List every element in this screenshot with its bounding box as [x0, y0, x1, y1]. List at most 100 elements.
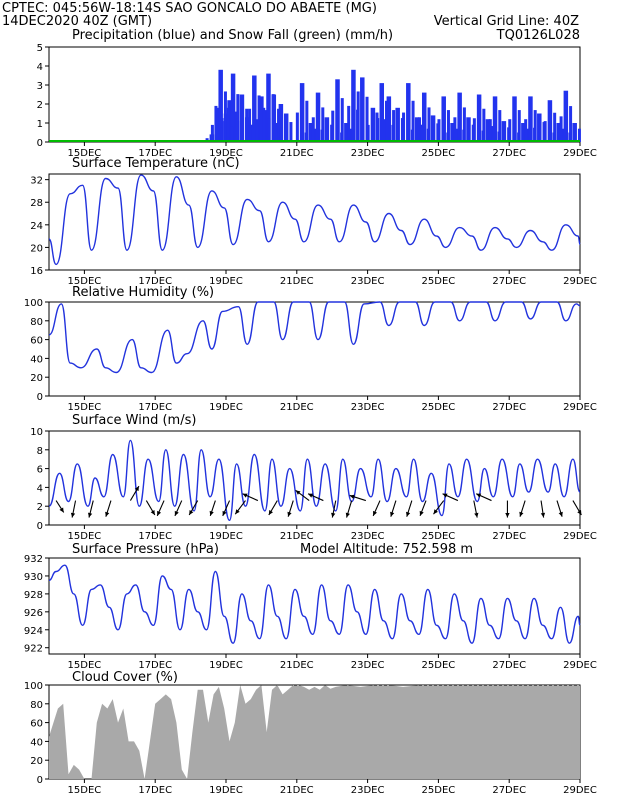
wind-arrow-head [540, 512, 546, 518]
cloud-y-tick-label: 40 [30, 737, 43, 748]
wind-y-tick-label: 8 [37, 446, 43, 457]
wind-arrow-head [189, 510, 194, 516]
wind-arrow-head [433, 509, 438, 515]
wind-arrow-head [390, 511, 395, 517]
pres-y-tick-label: 930 [24, 572, 43, 583]
cloud-x-tick-label: 17DEC [138, 785, 172, 796]
precip-bar [512, 96, 517, 142]
precip-bar [537, 113, 542, 142]
precip-bar [446, 110, 450, 142]
precip-bar [366, 124, 370, 142]
precip-bar [219, 127, 223, 142]
precip-bar [457, 92, 462, 142]
pres-y-tick-label: 928 [24, 590, 43, 601]
pres-x-tick-label: 27DEC [492, 660, 526, 671]
wind-title: Surface Wind (m/s) [72, 413, 196, 428]
precip-bar [498, 110, 502, 142]
wind-arrow-head [235, 509, 240, 515]
wind-arrow-head [345, 512, 350, 518]
precip-bar [421, 92, 427, 142]
rh-y-tick-label: 0 [37, 392, 43, 403]
precip-bar [340, 132, 344, 142]
rh-title: Relative Humidity (%) [72, 285, 214, 300]
wind-arrow-head [174, 510, 179, 516]
precip-bar [289, 122, 293, 142]
precip-bar [252, 75, 257, 142]
temp-y-tick-label: 20 [30, 243, 43, 254]
precip-y-tick-label: 3 [37, 81, 43, 92]
precip-bar [462, 107, 466, 142]
precip-bar [568, 132, 572, 142]
precip-bar [257, 95, 261, 142]
precip-bar [402, 112, 406, 142]
cloud-title: Cloud Cover (%) [72, 670, 178, 685]
precip-bar [462, 129, 466, 142]
wind-arrow-head [209, 510, 214, 516]
chart-marks: 15DEC 17DEC 19DEC 21DEC 23DEC 25DEC 27DEC 29DEC… [24, 43, 597, 796]
wind-arrow-head [87, 512, 93, 518]
rh-y-tick-label: 60 [30, 336, 43, 347]
wind-arrow-head [505, 513, 510, 518]
cloud-x-tick-label: 25DEC [422, 785, 456, 796]
cloud-y-tick-label: 0 [37, 775, 43, 786]
precip-bar [430, 115, 436, 142]
wind-arrow-head [287, 511, 292, 517]
precip-bar [314, 128, 318, 142]
precip-bar [304, 132, 308, 142]
precip-bar [239, 94, 245, 142]
pres-title: Surface Pressure (hPa) [72, 542, 219, 557]
cloud-x-tick-label: 21DEC [280, 785, 314, 796]
precip-bar [491, 126, 495, 142]
precip-bar [321, 107, 325, 142]
rh-x-tick-label: 27DEC [492, 402, 526, 413]
precip-bar [517, 132, 521, 142]
rh-x-tick-label: 29DEC [563, 402, 597, 413]
precip-bar [331, 110, 335, 142]
precip-bar [379, 83, 385, 142]
cloud-y-tick-label: 60 [30, 719, 43, 730]
pres-y-tick-label: 924 [24, 626, 43, 637]
wind-y-tick-label: 6 [37, 465, 43, 476]
precip-bar [533, 127, 537, 142]
precip-bar [356, 109, 360, 142]
precip-bar [370, 107, 376, 142]
wind-arrow-head [222, 510, 227, 516]
precip-bar [453, 117, 457, 142]
precip-bar [427, 107, 431, 142]
wind-y-tick-label: 0 [37, 521, 43, 532]
temp-y-tick-label: 32 [30, 176, 43, 187]
precip-bar [386, 96, 392, 142]
precip-title: Precipitation (blue) and Snow Fall (gree… [72, 28, 393, 43]
precip-x-tick-label: 21DEC [280, 148, 314, 159]
pres-y-tick-label: 926 [24, 608, 43, 619]
wind-arrow-head [70, 512, 76, 518]
precip-bar [267, 118, 271, 142]
temp-x-tick-label: 23DEC [351, 276, 385, 287]
wind-arrow-head [150, 510, 155, 516]
precip-bar [562, 128, 566, 142]
precip-bar [271, 94, 277, 142]
pres-x-tick-label: 15DEC [68, 660, 102, 671]
precip-bar [553, 112, 557, 142]
precip-bar [508, 119, 512, 142]
model-altitude: Model Altitude: 752.598 m [300, 542, 473, 557]
temp-y-tick-label: 16 [30, 266, 43, 277]
precip-bar [533, 110, 537, 142]
wind-arrow-head [476, 493, 482, 498]
precip-bar [299, 83, 305, 142]
wind-arrow-head [519, 511, 524, 517]
precip-bar [277, 108, 281, 142]
precip-bar [521, 123, 526, 142]
precip-bar [264, 110, 268, 142]
wind-arrow-head [331, 512, 336, 518]
precip-bar [501, 121, 507, 142]
precip-bar [340, 98, 344, 142]
cloud-y-tick-label: 80 [30, 700, 43, 711]
precip-bar [382, 119, 386, 142]
wind-arrow-head [349, 494, 355, 499]
rh-x-tick-label: 15DEC [68, 402, 102, 413]
precip-y-tick-label: 1 [37, 119, 43, 130]
wind-arrow-head [59, 507, 64, 513]
model-code: TQ0126L028 [496, 28, 580, 43]
rh-x-tick-label: 23DEC [351, 402, 385, 413]
